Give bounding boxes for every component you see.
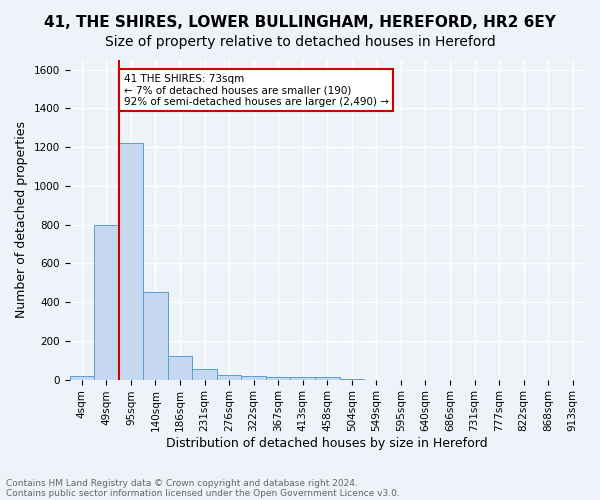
Bar — [70, 376, 94, 380]
Text: 41 THE SHIRES: 73sqm
← 7% of detached houses are smaller (190)
92% of semi-detac: 41 THE SHIRES: 73sqm ← 7% of detached ho… — [124, 74, 389, 107]
Bar — [143, 292, 168, 380]
X-axis label: Distribution of detached houses by size in Hereford: Distribution of detached houses by size … — [166, 437, 488, 450]
Bar — [315, 376, 340, 380]
Bar — [94, 224, 119, 380]
Text: Contains HM Land Registry data © Crown copyright and database right 2024.: Contains HM Land Registry data © Crown c… — [6, 478, 358, 488]
Bar — [192, 369, 217, 380]
Text: Contains public sector information licensed under the Open Government Licence v3: Contains public sector information licen… — [6, 488, 400, 498]
Bar — [217, 375, 241, 380]
Y-axis label: Number of detached properties: Number of detached properties — [15, 122, 28, 318]
Bar — [168, 356, 192, 380]
Bar — [266, 376, 290, 380]
Bar — [241, 376, 266, 380]
Bar — [290, 376, 315, 380]
Bar — [119, 144, 143, 380]
Text: 41, THE SHIRES, LOWER BULLINGHAM, HEREFORD, HR2 6EY: 41, THE SHIRES, LOWER BULLINGHAM, HEREFO… — [44, 15, 556, 30]
Text: Size of property relative to detached houses in Hereford: Size of property relative to detached ho… — [104, 35, 496, 49]
